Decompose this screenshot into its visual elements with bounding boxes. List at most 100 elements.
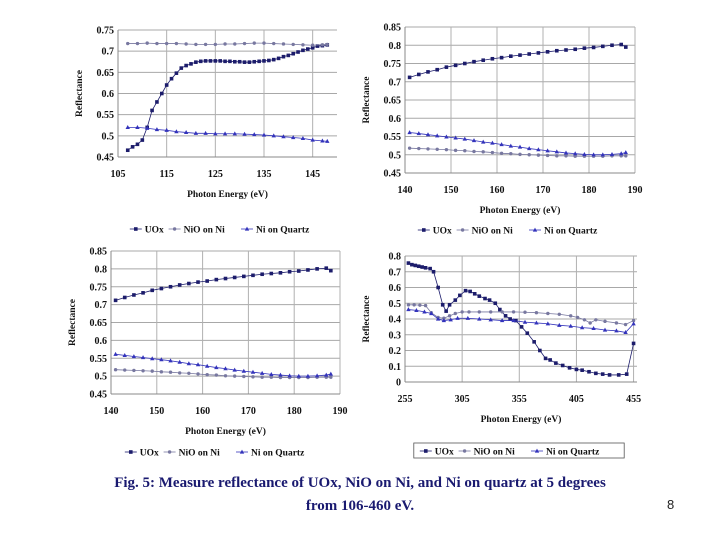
data-point <box>499 318 505 323</box>
data-point <box>609 151 615 156</box>
data-point <box>406 261 411 265</box>
data-point <box>164 127 169 132</box>
y-tick-label: 0.45 <box>97 153 115 164</box>
x-tick-label: 190 <box>333 406 348 417</box>
x-tick-label: 455 <box>626 394 641 405</box>
y-tick-label: 0.75 <box>384 59 402 70</box>
data-point <box>406 307 411 312</box>
series-line <box>127 44 328 151</box>
data-point <box>155 100 159 104</box>
data-point <box>132 368 136 373</box>
data-point <box>132 293 136 297</box>
legend-label: NiO on Ni <box>472 227 514 237</box>
y-tick-label: 0.65 <box>90 318 108 329</box>
data-point <box>426 147 430 151</box>
data-point <box>310 137 315 142</box>
y-tick-label: 0.85 <box>384 23 402 34</box>
data-point <box>545 153 550 158</box>
data-point <box>631 341 636 346</box>
data-point <box>568 323 573 328</box>
data-point <box>582 46 587 50</box>
data-point <box>113 351 118 356</box>
series-uox <box>407 42 628 80</box>
data-point <box>435 67 439 72</box>
data-point <box>164 41 169 46</box>
data-point <box>490 150 495 155</box>
data-point <box>623 329 628 334</box>
data-point <box>242 60 247 64</box>
x-tick-label: 190 <box>628 185 643 196</box>
data-point <box>194 60 198 64</box>
data-point <box>407 75 412 80</box>
data-point <box>203 130 208 135</box>
data-point <box>564 48 568 52</box>
data-point <box>416 264 421 269</box>
data-point <box>261 132 267 137</box>
data-point <box>196 372 200 376</box>
data-point <box>538 348 542 353</box>
data-point <box>325 138 330 143</box>
data-point <box>407 130 412 135</box>
data-point <box>195 362 201 367</box>
series-ni-on-quartz <box>125 124 330 143</box>
chart-3: 0.45 0.5 0.55 0.6 0.65 0.7 0.75 0.8 0.85 140 150 16… <box>68 247 348 459</box>
y-tick-label: 0.7 <box>389 77 402 88</box>
y-tick-label: 0.6 <box>102 89 115 100</box>
x-tick-label: 160 <box>195 406 210 417</box>
y-tick-label: 0.65 <box>384 96 402 107</box>
data-point <box>140 355 146 360</box>
data-point <box>518 53 522 57</box>
x-tick-label: 170 <box>241 406 256 417</box>
legend-label: Ni on Quartz <box>546 448 600 458</box>
data-point <box>150 356 155 361</box>
data-point <box>183 130 189 135</box>
data-point <box>251 273 255 278</box>
data-point <box>125 148 130 153</box>
data-point <box>573 154 577 158</box>
data-point <box>145 125 150 130</box>
data-point <box>517 144 523 149</box>
data-point <box>607 373 612 377</box>
data-point <box>291 135 296 140</box>
data-point <box>532 340 536 344</box>
data-point <box>410 262 414 267</box>
data-point <box>145 41 149 45</box>
data-point <box>600 372 605 376</box>
data-point <box>232 275 237 280</box>
data-point <box>555 154 559 158</box>
data-point <box>487 298 492 302</box>
data-point <box>490 140 495 145</box>
x-tick-label: 170 <box>536 185 551 196</box>
data-point <box>218 59 222 63</box>
data-point <box>187 281 191 286</box>
legend: UOx NiO on Ni Ni on Quartz <box>129 226 310 236</box>
data-point <box>481 139 486 144</box>
data-point <box>233 42 237 46</box>
data-point <box>453 135 458 140</box>
data-point <box>564 154 568 158</box>
data-point <box>601 44 605 49</box>
data-point <box>587 369 591 374</box>
data-point <box>168 370 173 374</box>
data-point <box>168 284 173 289</box>
data-point <box>125 124 130 129</box>
data-point <box>468 289 472 294</box>
data-point <box>242 374 246 379</box>
data-point <box>508 143 513 148</box>
data-point <box>435 133 440 138</box>
data-point <box>523 310 527 314</box>
data-point <box>278 375 283 380</box>
data-point <box>527 52 531 56</box>
data-point <box>614 321 619 325</box>
data-point <box>554 361 558 365</box>
data-point <box>413 263 418 268</box>
data-point <box>198 59 203 64</box>
data-point <box>453 63 458 68</box>
data-point <box>426 70 430 74</box>
x-tick-label: 150 <box>149 406 164 417</box>
data-point <box>594 371 598 376</box>
data-point <box>472 292 477 296</box>
data-point <box>574 367 579 372</box>
legend-marker <box>134 227 138 231</box>
data-point <box>228 59 232 64</box>
